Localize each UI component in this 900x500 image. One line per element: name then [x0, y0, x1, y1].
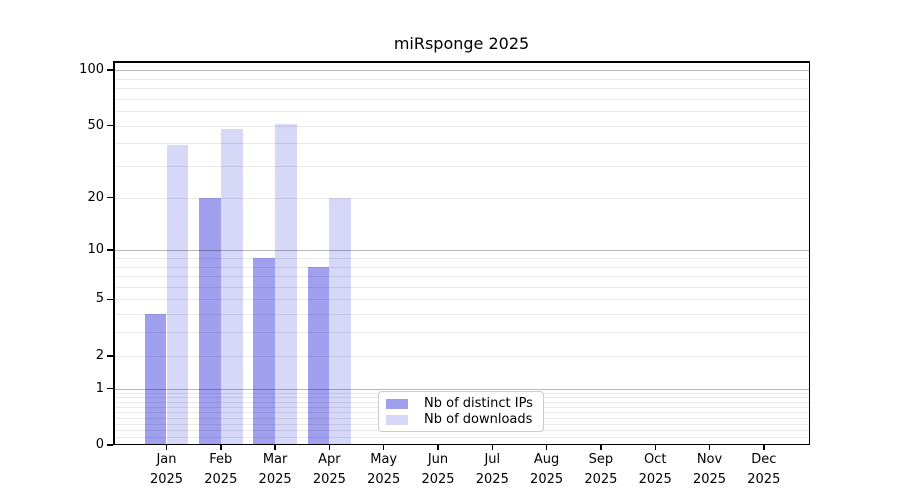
gridline-major-100 — [113, 70, 810, 71]
x-tick-label-dec: Dec 2025 — [747, 452, 781, 487]
gridline-minor-8 — [113, 266, 810, 268]
gridline-minor-90 — [113, 78, 810, 80]
x-tick-label-may: May 2025 — [367, 452, 401, 487]
x-axis-line — [113, 443, 810, 445]
legend-label-distinct-ips: Nb of distinct IPs — [424, 396, 533, 411]
y-tick-mark — [107, 298, 113, 301]
x-tick-mark — [437, 445, 439, 450]
gridline-minor-70 — [113, 98, 810, 100]
legend-label-downloads: Nb of downloads — [424, 412, 533, 427]
y-axis-line — [113, 61, 115, 445]
gridline-minor-7 — [113, 276, 810, 277]
x-tick-mark — [654, 445, 656, 450]
gridline-minor-20 — [113, 197, 810, 199]
bar-distinct-ips-feb — [199, 197, 221, 445]
x-tick-label-mar: Mar 2025 — [258, 452, 292, 487]
y-tick-mark — [107, 69, 113, 71]
bar-distinct-ips-jan — [144, 314, 167, 445]
legend-item-distinct-ips: Nb of distinct IPs — [386, 396, 536, 412]
gridline-minor-40 — [113, 143, 810, 145]
bar-downloads-mar — [275, 123, 297, 445]
x-tick-label-jul: Jul 2025 — [475, 452, 509, 487]
y-tick-mark — [107, 196, 113, 199]
y-tick-label-2: 2 — [95, 347, 104, 363]
gridline-minor-50 — [113, 125, 810, 127]
y-tick-mark — [107, 387, 113, 390]
bar-downloads-jan — [166, 145, 189, 445]
x-tick-label-apr: Apr 2025 — [312, 452, 346, 487]
gridline-minor-3 — [113, 332, 810, 334]
legend-swatch-downloads — [386, 415, 408, 425]
x-tick-mark — [328, 445, 331, 450]
chart-title: miRsponge 2025 — [393, 34, 530, 53]
x-tick-mark — [491, 445, 493, 450]
x-tick-label-aug: Aug 2025 — [530, 452, 564, 487]
x-tick-mark — [274, 445, 276, 450]
y-tick-label-1: 1 — [95, 380, 104, 396]
x-tick-mark — [600, 445, 602, 450]
x-tick-label-oct: Oct 2025 — [638, 452, 672, 487]
x-tick-label-feb: Feb 2025 — [204, 452, 238, 487]
y-tick-label-5: 5 — [95, 291, 104, 307]
gridline-minor-6 — [113, 286, 810, 288]
legend-swatch-distinct-ips — [386, 399, 408, 409]
gridline-minor-4 — [113, 314, 810, 316]
gridline-minor-5 — [113, 299, 810, 301]
gridline-minor-30 — [113, 166, 810, 167]
y-tick-mark — [107, 124, 113, 127]
x-tick-mark — [763, 445, 765, 450]
y-tick-mark — [107, 249, 113, 251]
x-tick-label-sep: Sep 2025 — [584, 452, 618, 487]
bar-distinct-ips-mar — [253, 257, 276, 445]
gridline-minor-60 — [113, 111, 810, 112]
legend: Nb of distinct IPs Nb of downloads — [378, 391, 544, 432]
x-tick-mark — [165, 445, 168, 450]
x-tick-label-jan: Jan 2025 — [149, 452, 184, 487]
x-tick-label-nov: Nov 2025 — [692, 452, 727, 487]
gridline-major-1 — [113, 388, 810, 390]
x-tick-mark — [545, 445, 548, 450]
top-spine — [113, 61, 810, 63]
gridline-minor-0.1 — [113, 437, 810, 439]
x-tick-label-jun: Jun 2025 — [421, 452, 455, 487]
x-tick-mark — [220, 445, 222, 450]
plot-area — [113, 61, 810, 445]
y-tick-label-100: 100 — [79, 62, 104, 77]
gridline-minor-2 — [113, 355, 810, 357]
gridline-minor-80 — [113, 87, 810, 89]
y-tick-label-10: 10 — [87, 242, 104, 258]
bar-distinct-ips-apr — [307, 266, 330, 445]
legend-item-downloads: Nb of downloads — [386, 412, 536, 428]
y-tick-label-0: 0 — [95, 437, 104, 452]
y-tick-mark — [107, 444, 113, 446]
bar-downloads-apr — [329, 197, 352, 445]
gridline-minor-9 — [113, 257, 810, 259]
x-tick-mark — [382, 445, 385, 450]
gridline-major-10 — [113, 250, 810, 252]
y-tick-label-50: 50 — [87, 117, 104, 133]
y-tick-label-20: 20 — [87, 189, 104, 205]
bar-downloads-feb — [220, 128, 243, 445]
y-tick-mark — [107, 355, 113, 357]
right-spine — [808, 61, 810, 445]
x-tick-mark — [708, 445, 711, 450]
